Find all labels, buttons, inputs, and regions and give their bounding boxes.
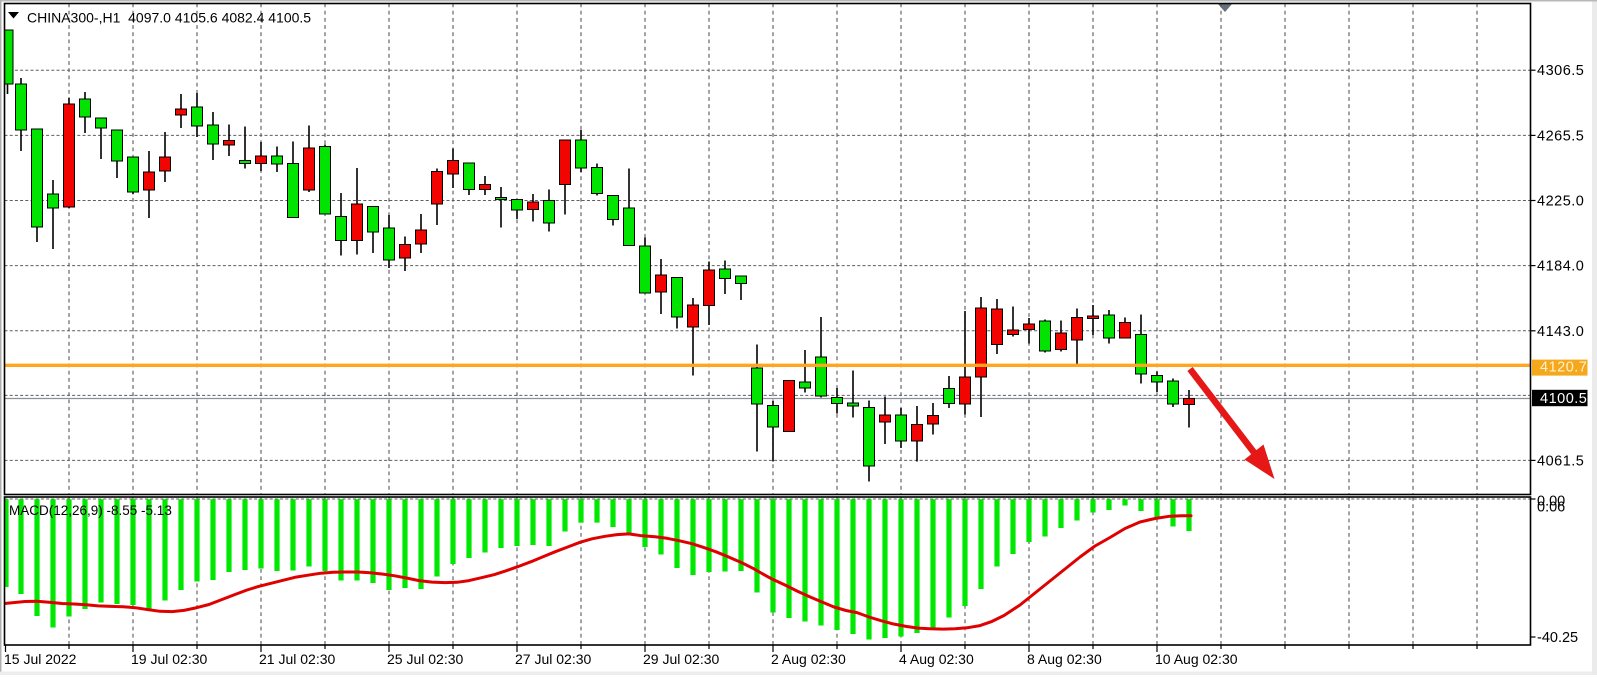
svg-text:25 Jul 02:30: 25 Jul 02:30 [387,651,463,667]
svg-text:4184.0: 4184.0 [1537,259,1584,275]
svg-text:19 Jul 02:30: 19 Jul 02:30 [131,651,207,667]
svg-text:MACD(12,26,9) -8.55 -5.13: MACD(12,26,9) -8.55 -5.13 [9,503,172,518]
svg-text:4100.5: 4100.5 [1540,391,1587,407]
svg-text:2 Aug 02:30: 2 Aug 02:30 [771,651,846,667]
svg-text:4061.5: 4061.5 [1537,453,1584,469]
svg-text:4265.5: 4265.5 [1537,128,1584,144]
svg-text:4120.7: 4120.7 [1540,360,1587,376]
svg-text:4306.5: 4306.5 [1537,63,1584,79]
svg-text:8 Aug 02:30: 8 Aug 02:30 [1027,651,1102,667]
svg-text:4225.0: 4225.0 [1537,194,1584,210]
svg-text:29 Jul 02:30: 29 Jul 02:30 [643,651,719,667]
svg-text:4143.0: 4143.0 [1537,324,1584,340]
svg-text:CHINA300-,H1 4097.0 4105.6 40: CHINA300-,H1 4097.0 4105.6 4082.4 4100.5 [27,10,311,26]
svg-text:27 Jul 02:30: 27 Jul 02:30 [515,651,591,667]
svg-text:21 Jul 02:30: 21 Jul 02:30 [259,651,335,667]
svg-text:-40.25: -40.25 [1537,630,1578,646]
svg-text:0.00: 0.00 [1537,494,1565,510]
svg-text:0.06: 0.06 [1537,500,1565,516]
svg-text:4 Aug 02:30: 4 Aug 02:30 [899,651,974,667]
svg-text:15 Jul 2022: 15 Jul 2022 [4,651,77,667]
svg-text:10 Aug 02:30: 10 Aug 02:30 [1155,651,1238,667]
